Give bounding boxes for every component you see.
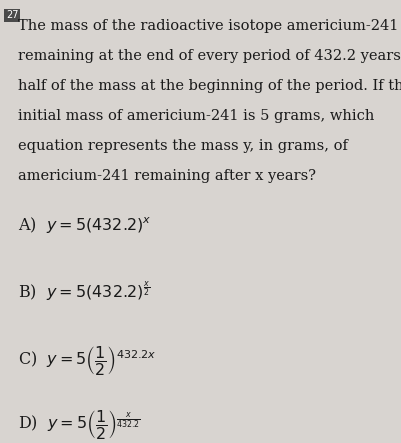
Text: half of the mass at the beginning of the period. If the: half of the mass at the beginning of the…: [18, 79, 401, 93]
Text: initial mass of americium-241 is 5 grams, which: initial mass of americium-241 is 5 grams…: [18, 109, 374, 123]
Text: B)  $y = 5(432.2)^{\frac{x}{2}}$: B) $y = 5(432.2)^{\frac{x}{2}}$: [18, 279, 150, 303]
Text: C)  $y = 5\left(\dfrac{1}{2}\right)^{432.2x}$: C) $y = 5\left(\dfrac{1}{2}\right)^{432.…: [18, 344, 156, 377]
Text: The mass of the radioactive isotope americium-241: The mass of the radioactive isotope amer…: [18, 19, 398, 33]
Text: A)  $y = 5(432.2)^x$: A) $y = 5(432.2)^x$: [18, 215, 151, 235]
Text: remaining at the end of every period of 432.2 years is: remaining at the end of every period of …: [18, 49, 401, 63]
Text: 27: 27: [6, 11, 18, 20]
Text: americium-241 remaining after x years?: americium-241 remaining after x years?: [18, 169, 316, 183]
Text: D)  $y = 5\left(\dfrac{1}{2}\right)^{\frac{x}{432.2}}$: D) $y = 5\left(\dfrac{1}{2}\right)^{\fra…: [18, 408, 140, 442]
Text: equation represents the mass y, in grams, of: equation represents the mass y, in grams…: [18, 139, 348, 153]
